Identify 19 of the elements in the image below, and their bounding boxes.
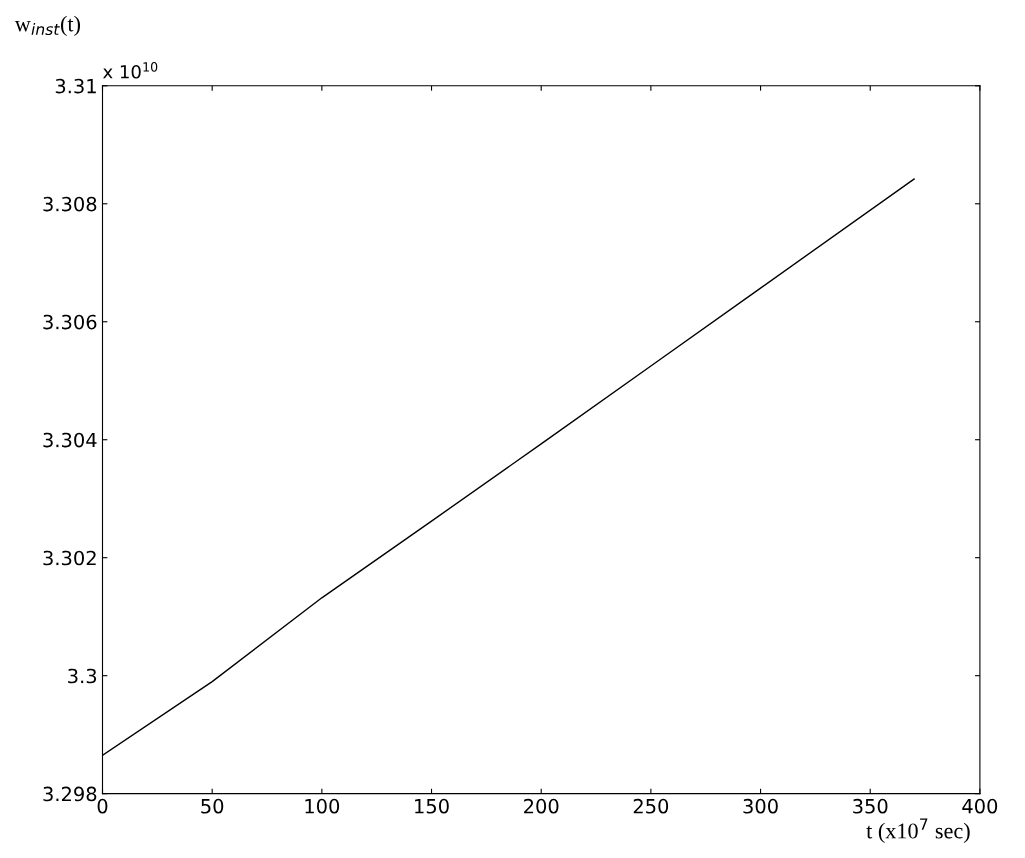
y-tick-label: 3.308: [43, 196, 97, 212]
x-tick-label: 50: [201, 798, 224, 814]
x-tick-label: 0: [97, 798, 108, 814]
y-tick-label: 3.298: [43, 786, 97, 802]
y-tick-label: 3.302: [43, 550, 96, 566]
x-tick-label: 100: [305, 798, 340, 814]
x-tick-label: 150: [415, 798, 449, 814]
y-tick-label: 3.31: [55, 78, 96, 94]
y-axis-title: w$_{inst}$(t): [14, 15, 81, 36]
x-tick-label: 300: [743, 798, 778, 814]
x-tick-label: 400: [962, 798, 998, 814]
x-tick-label: 200: [524, 798, 559, 814]
text: x 10$^{10}$: [103, 62, 158, 79]
y-tick-label: 3.3: [68, 668, 97, 684]
x-tick-label: 350: [853, 798, 888, 814]
y-tick-label: 3.306: [43, 314, 97, 330]
y-tick-label: 3.304: [43, 432, 97, 448]
x-tick-label: 250: [633, 798, 669, 814]
x-axis-title: t (x10$^{7}$ sec): [866, 818, 970, 844]
